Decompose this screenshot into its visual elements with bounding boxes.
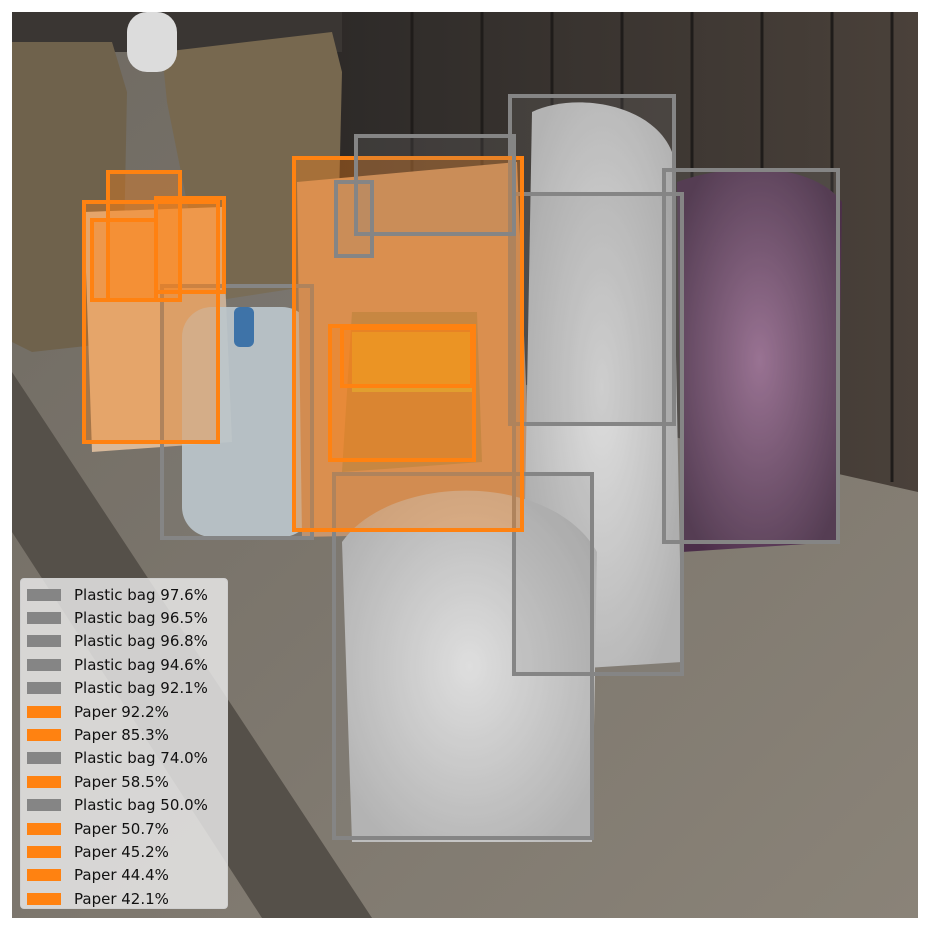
legend-swatch [27,775,61,788]
legend-label: Paper 42.1% [74,889,169,908]
legend-label: Plastic bag 74.0% [74,749,208,768]
legend-swatch [27,892,61,905]
green-item [352,332,472,392]
legend-swatch [27,729,61,742]
legend-swatch [27,822,61,835]
legend-entry: Plastic bag 94.6% [27,653,221,676]
legend-swatch [27,799,61,812]
legend-entry: Plastic bag 92.1% [27,677,221,700]
legend-swatch [27,845,61,858]
plastic-bottles [182,307,312,537]
legend-entry: Paper 50.7% [27,817,221,840]
detection-box-plastic-bag [332,472,594,840]
legend-swatch [27,635,61,648]
legend-entry: Plastic bag 96.8% [27,630,221,653]
legend-label: Plastic bag 92.1% [74,679,208,698]
legend-label: Plastic bag 94.6% [74,655,208,674]
legend-entry: Plastic bag 50.0% [27,794,221,817]
detection-box-paper [90,218,158,302]
legend-swatch [27,682,61,695]
detection-box-plastic-bag [508,94,676,426]
legend-swatch [27,588,61,601]
detection-box-paper [328,324,476,462]
legend-label: Paper 85.3% [74,726,169,745]
detection-box-plastic-bag [512,192,684,676]
legend-entry: Plastic bag 97.6% [27,583,221,606]
detection-box-paper [154,196,226,294]
legend-label: Plastic bag 97.6% [74,585,208,604]
legend-swatch [27,752,61,765]
legend-swatch [27,869,61,882]
detection-box-plastic-bag [160,284,314,540]
legend-entry: Paper 44.4% [27,864,221,887]
legend-entry: Paper 92.2% [27,700,221,723]
detection-box-plastic-bag [354,134,516,236]
detection-box-plastic-bag [334,180,374,258]
legend-label: Paper 58.5% [74,772,169,791]
detection-boxes [12,12,918,918]
legend-entry: Paper 58.5% [27,770,221,793]
bottle-cap [234,307,254,347]
legend-entry: Plastic bag 74.0% [27,747,221,770]
legend-swatch [27,658,61,671]
legend-label: Plastic bag 50.0% [74,796,208,815]
legend-label: Paper 92.2% [74,702,169,721]
legend-label: Paper 50.7% [74,819,169,838]
legend-swatch [27,705,61,718]
legend-entry: Paper 85.3% [27,723,221,746]
white-pipe [127,12,177,72]
legend-label: Plastic bag 96.8% [74,632,208,651]
detection-box-paper [82,200,220,444]
legend-entry: Paper 45.2% [27,840,221,863]
legend-label: Paper 45.2% [74,842,169,861]
detection-box-plastic-bag [662,168,840,544]
detection-box-paper [340,326,474,388]
legend-entry: Plastic bag 96.5% [27,606,221,629]
legend-label: Paper 44.4% [74,866,169,885]
purple-plastic-bag [677,168,842,552]
legend-swatch [27,612,61,625]
photo-frame [12,12,918,918]
detection-box-paper [106,170,182,302]
legend-label: Plastic bag 96.5% [74,609,208,628]
legend: Plastic bag 97.6% Plastic bag 96.5% Plasti… [20,578,228,909]
white-plastic-bag-front [342,490,597,842]
legend-entry: Paper 42.1% [27,887,221,910]
